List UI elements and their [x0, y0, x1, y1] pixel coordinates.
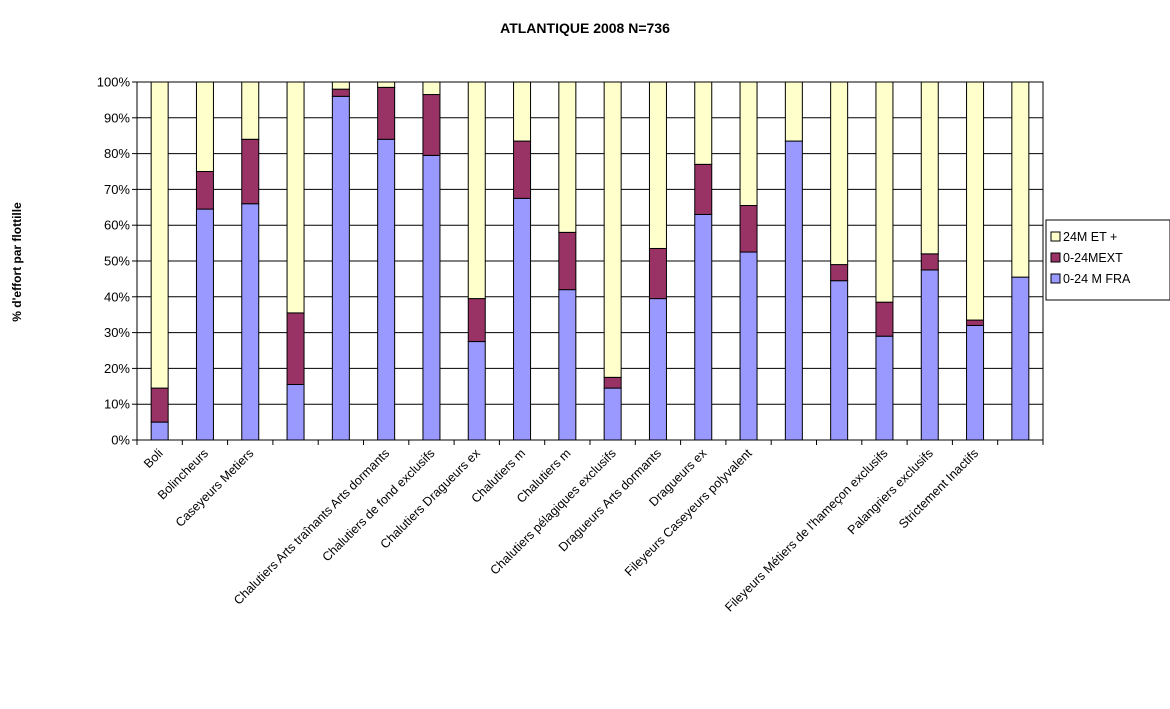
- bar-segment: [286, 312, 305, 386]
- bar-segment: [739, 251, 758, 441]
- bar-segment: [150, 421, 169, 441]
- bar-segment: [286, 81, 305, 314]
- bar-segment: [195, 171, 214, 210]
- bar-segment: [966, 324, 985, 441]
- category-label: Strictement Inactifs: [896, 446, 981, 531]
- legend-box: [1045, 219, 1170, 301]
- bar-segment: [558, 289, 577, 441]
- bar-segment: [784, 140, 803, 441]
- bar-segment: [1011, 276, 1030, 441]
- bar-segment: [648, 81, 667, 249]
- legend-swatch: [1050, 231, 1061, 242]
- legend-entry: 0-24 M FRA: [1063, 272, 1131, 286]
- bar-segment: [920, 81, 939, 255]
- bar-segment: [739, 81, 758, 207]
- bar-segment: [241, 138, 260, 205]
- y-tick-label: 20%: [104, 361, 130, 376]
- category-label: Boli: [141, 446, 166, 471]
- bar-segment: [739, 205, 758, 253]
- legend-entry: 24M ET +: [1063, 230, 1117, 244]
- category-label: Chalutiers Arts traînants Arts dormants: [231, 446, 392, 607]
- category-label: Fileyeurs Métiers de l'hameçon exclusifs: [722, 446, 890, 614]
- bar-segment: [513, 197, 532, 441]
- legend-entry: 0-24MEXT: [1063, 251, 1123, 265]
- bar-segment: [603, 376, 622, 389]
- bar-segment: [467, 81, 486, 300]
- category-label: Caseyeurs Metiers: [173, 446, 257, 530]
- bar-segment: [1011, 81, 1030, 278]
- y-tick-label: 60%: [104, 218, 130, 233]
- bar-segment: [467, 298, 486, 343]
- bar-segment: [331, 81, 350, 90]
- y-tick-label: 70%: [104, 182, 130, 197]
- bar-segment: [830, 81, 849, 266]
- bar-segment: [241, 203, 260, 441]
- bar-segment: [377, 81, 396, 88]
- bar-segment: [694, 213, 713, 441]
- bar-segment: [875, 301, 894, 337]
- bar-segment: [467, 341, 486, 441]
- bar-segment: [648, 298, 667, 441]
- plot-area: 0%10%20%30%40%50%60%70%80%90%100%BoliBol…: [97, 75, 1044, 615]
- y-tick-label: 10%: [104, 397, 130, 412]
- bar-segment: [830, 280, 849, 441]
- bar-segment: [966, 319, 985, 326]
- y-tick-label: 50%: [104, 254, 130, 269]
- bar-segment: [603, 387, 622, 441]
- legend-swatch: [1050, 252, 1061, 263]
- bar-segment: [377, 86, 396, 140]
- bar-segment: [150, 387, 169, 423]
- bar-segment: [331, 88, 350, 97]
- bar-segment: [422, 81, 441, 96]
- bar-segment: [286, 384, 305, 441]
- bar-segment: [377, 138, 396, 441]
- y-tick-label: 40%: [104, 289, 130, 304]
- bar-segment: [875, 335, 894, 441]
- bar-segment: [513, 140, 532, 199]
- bar-segment: [784, 81, 803, 142]
- bar-segment: [331, 95, 350, 441]
- bar-segment: [920, 269, 939, 441]
- bar-segment: [830, 264, 849, 282]
- bar-segment: [920, 253, 939, 271]
- y-tick-label: 100%: [97, 75, 131, 90]
- y-tick-label: 90%: [104, 110, 130, 125]
- legend-swatch: [1050, 273, 1061, 284]
- bar-segment: [558, 231, 577, 291]
- bar-segment: [150, 81, 169, 389]
- bar-segment: [241, 81, 260, 140]
- chart-title: ATLANTIQUE 2008 N=736: [500, 20, 670, 36]
- bar-segment: [558, 81, 577, 233]
- bar-segment: [422, 94, 441, 156]
- bar-segment: [694, 163, 713, 215]
- bar-segment: [422, 154, 441, 441]
- y-axis-label: % d'effort par flottille: [10, 202, 24, 322]
- bar-segment: [694, 81, 713, 165]
- bar-segment: [875, 81, 894, 303]
- y-tick-label: 0%: [111, 433, 130, 448]
- bar-segment: [648, 247, 667, 300]
- category-label: Palangriers exclusifs: [845, 446, 936, 537]
- y-tick-label: 80%: [104, 146, 130, 161]
- bar-segment: [603, 81, 622, 378]
- y-tick-label: 30%: [104, 325, 130, 340]
- legend: 24M ET + 0-24MEXT 0-24 M FRA: [1045, 219, 1170, 301]
- bar-segment: [195, 81, 214, 172]
- bar-segment: [966, 81, 985, 321]
- bar-segment: [513, 81, 532, 142]
- bar-segment: [195, 208, 214, 441]
